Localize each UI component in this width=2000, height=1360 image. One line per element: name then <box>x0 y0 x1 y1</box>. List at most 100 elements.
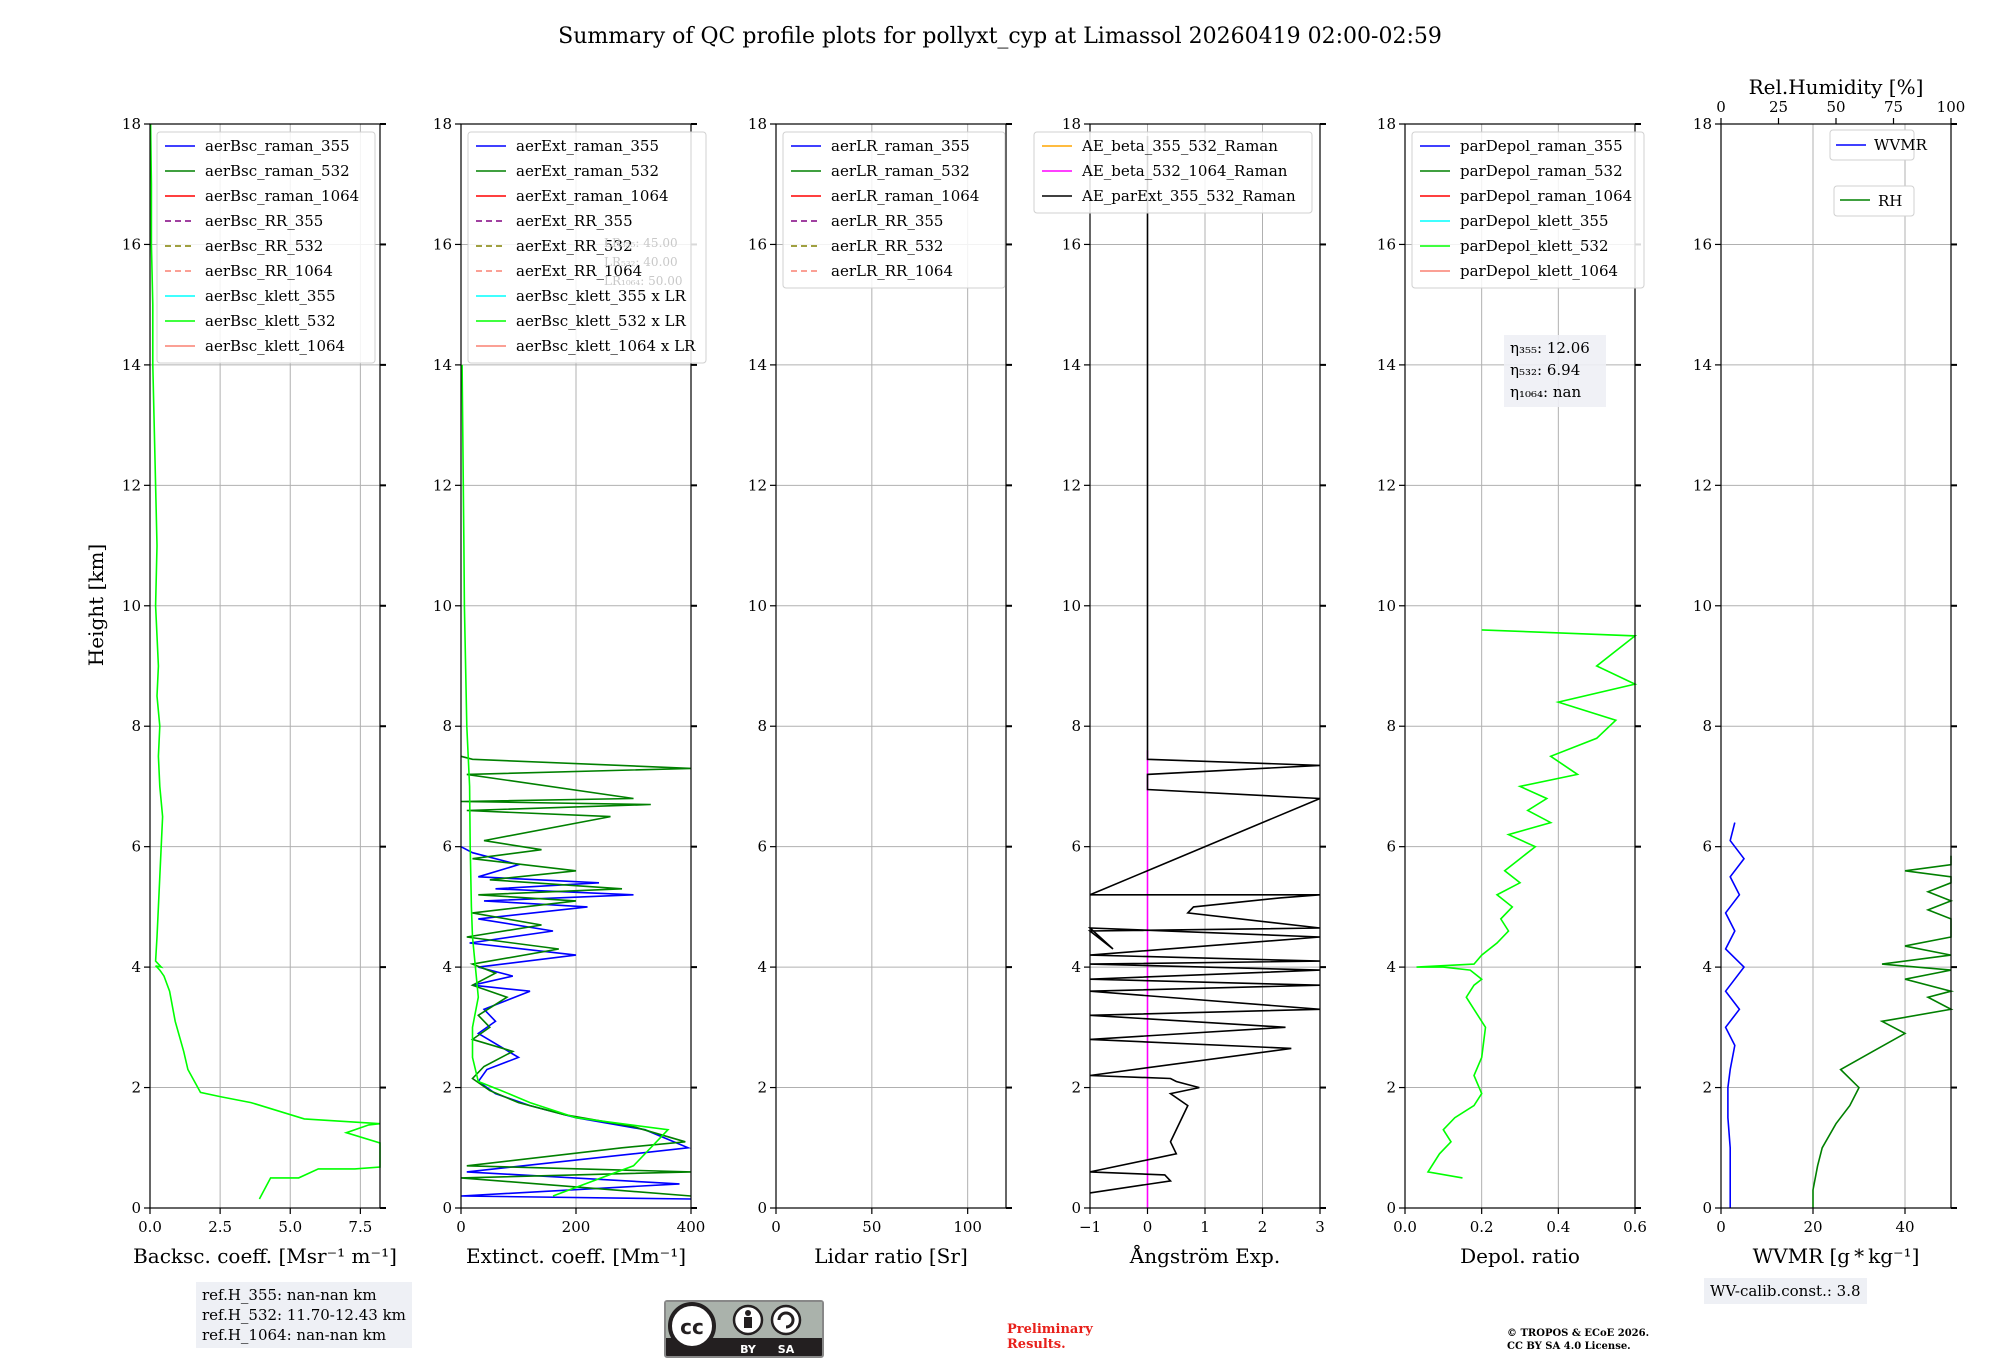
legend-label-aerExt_RR_355: aerExt_RR_355 <box>516 212 633 230</box>
ytick-label-4: 8 <box>1702 717 1712 735</box>
ytick-label-5: 10 <box>1693 597 1712 615</box>
ytick-label-7: 14 <box>1377 356 1396 374</box>
xtick-label-2: 0.4 <box>1546 1218 1570 1236</box>
legend-label-aerBsc_raman_355: aerBsc_raman_355 <box>205 137 350 155</box>
lr-annotation-0: LR₃₅₅: 45.00 <box>604 236 678 250</box>
ytick-label-2: 4 <box>757 958 767 976</box>
legend-label-aerBsc_klett_1064: aerBsc_klett_1064 <box>205 337 345 355</box>
ytick-label-3: 6 <box>442 838 452 856</box>
xtick-label-1: 20 <box>1803 1218 1822 1236</box>
copyright-line-1: © TROPOS & ECoE 2026. <box>1507 1328 1650 1339</box>
ytick-label-2: 4 <box>131 958 141 976</box>
series-RH <box>1812 855 1955 1208</box>
eta-annotation: η₃₅₅: 12.06 η₅₃₂: 6.94 η₁₀₆₄: nan <box>1504 335 1606 407</box>
axes-frame <box>1720 123 1952 1209</box>
ytick-label-5: 10 <box>748 597 767 615</box>
ytick-label-1: 2 <box>1386 1079 1396 1097</box>
xtick-label-0: 0.0 <box>1393 1218 1417 1236</box>
legend-label-parDepol_raman_355: parDepol_raman_355 <box>1460 137 1623 155</box>
xtick-label-3: 0.6 <box>1623 1218 1647 1236</box>
ytick-label-0: 0 <box>757 1199 767 1217</box>
legend-label-aerBsc_RR_355: aerBsc_RR_355 <box>205 212 323 230</box>
xtick-label-1: 200 <box>562 1218 591 1236</box>
ytick-label-4: 8 <box>131 717 141 735</box>
xtick-label-1: 0.2 <box>1470 1218 1494 1236</box>
legend-label-aerExt_raman_532: aerExt_raman_532 <box>516 162 659 180</box>
legend-WVMR: WVMR <box>1829 129 1928 161</box>
x-axis-label: Extinct. coeff. [Mm⁻¹] <box>466 1244 686 1268</box>
top-xtick-label-2: 50 <box>1826 98 1845 116</box>
ytick-label-1: 2 <box>1071 1079 1081 1097</box>
xtick-label-2: 100 <box>953 1218 982 1236</box>
legend-label-aerBsc_raman_1064: aerBsc_raman_1064 <box>205 187 359 205</box>
legend-frame <box>782 131 1006 289</box>
ytick-label-7: 14 <box>433 356 452 374</box>
ytick-label-3: 6 <box>1386 838 1396 856</box>
legend-label-aerExt_raman_1064: aerExt_raman_1064 <box>516 187 669 205</box>
ytick-label-3: 6 <box>1702 838 1712 856</box>
ytick-label-2: 4 <box>442 958 452 976</box>
ytick-label-7: 14 <box>1062 356 1081 374</box>
axes-frame <box>149 123 381 1209</box>
ytick-label-5: 10 <box>1377 597 1396 615</box>
prelim-line-1: Preliminary <box>1007 1322 1093 1337</box>
ytick-label-9: 18 <box>1062 115 1081 133</box>
x-axis-label: Backsc. coeff. [Msr⁻¹ m⁻¹] <box>133 1244 397 1268</box>
ytick-label-9: 18 <box>1693 115 1712 133</box>
eta-label-2: η₁₀₆₄: nan <box>1510 383 1581 401</box>
xtick-label-2: 1 <box>1200 1218 1210 1236</box>
ytick-label-8: 16 <box>122 235 141 253</box>
legend: aerExt_raman_355 aerExt_raman_532 aerExt_r… <box>467 131 707 364</box>
legend-label-AE_parExt_355_532_Raman: AE_parExt_355_532_Raman <box>1081 187 1296 205</box>
lr-annotation-1: LR₅₃₂: 40.00 <box>604 255 678 269</box>
xtick-label-2: 5.0 <box>278 1218 302 1236</box>
eta-label-0: η₃₅₅: 12.06 <box>1510 339 1590 357</box>
ytick-label-3: 6 <box>1071 838 1081 856</box>
legend-frame <box>1829 129 1915 161</box>
legend-label-parDepol_klett_1064: parDepol_klett_1064 <box>1460 262 1618 280</box>
ref-height-532: ref.H_532: 11.70-12.43 km <box>202 1306 406 1324</box>
ytick-label-0: 0 <box>131 1199 141 1217</box>
ytick-label-6: 12 <box>122 476 141 494</box>
ytick-label-1: 2 <box>1702 1079 1712 1097</box>
ytick-label-0: 0 <box>1702 1199 1712 1217</box>
legend-label-aerBsc_klett_532: aerBsc_klett_532 <box>205 312 336 330</box>
top-x-axis-label: Rel.Humidity [%] <box>1749 75 1924 99</box>
ref-height-355: ref.H_355: nan-nan km <box>202 1286 377 1304</box>
cc-by-label: BY <box>740 1343 757 1356</box>
ytick-label-8: 16 <box>748 235 767 253</box>
panel-1: 0 2 4 6 8 10 12 14 16 18 0.0 2.5 5.0 7.5 Backsc. coeff… <box>122 115 397 1268</box>
legend-label-parDepol_klett_532: parDepol_klett_532 <box>1460 237 1609 255</box>
legend: parDepol_raman_355 parDepol_raman_532 parD… <box>1411 131 1645 289</box>
ytick-label-0: 0 <box>1071 1199 1081 1217</box>
legend: aerBsc_raman_355 aerBsc_raman_532 aerBsc_r… <box>156 131 376 364</box>
xtick-label-2: 400 <box>677 1218 706 1236</box>
prelim-line-2: Results. <box>1007 1337 1066 1352</box>
legend-label-aerLR_RR_1064: aerLR_RR_1064 <box>831 262 953 280</box>
ytick-label-8: 16 <box>1062 235 1081 253</box>
legend-label-aerLR_raman_355: aerLR_raman_355 <box>831 137 970 155</box>
ytick-label-8: 16 <box>433 235 452 253</box>
ytick-label-3: 6 <box>131 838 141 856</box>
top-xtick-label-4: 100 <box>1937 98 1966 116</box>
ytick-label-1: 2 <box>757 1079 767 1097</box>
legend-label-aerBsc_klett_355: aerBsc_klett_355 <box>205 287 336 305</box>
legend-label-aerLR_raman_532: aerLR_raman_532 <box>831 162 970 180</box>
copyright-note: © TROPOS & ECoE 2026. CC BY SA 4.0 Licen… <box>1507 1327 1649 1353</box>
xtick-label-0: 0 <box>456 1218 466 1236</box>
y-axis-label: Height [km] <box>84 544 108 666</box>
legend-label-aerExt_RR_1064: aerExt_RR_1064 <box>516 262 642 280</box>
panel-3: 0 2 4 6 8 10 12 14 16 18 0 50 100 Lidar ratio [Sr] aer… <box>748 115 1012 1268</box>
copyright-line-2: CC BY SA 4.0 License. <box>1507 1341 1631 1352</box>
legend-label-AE_beta_355_532_Raman: AE_beta_355_532_Raman <box>1081 137 1278 155</box>
ytick-label-4: 8 <box>1386 717 1396 735</box>
legend-label-aerExt_raman_355: aerExt_raman_355 <box>516 137 659 155</box>
ref-height-1064: ref.H_1064: nan-nan km <box>202 1326 387 1344</box>
ytick-label-9: 18 <box>748 115 767 133</box>
panel-5: 0 2 4 6 8 10 12 14 16 18 0.0 0.2 0.4 0.6 Depol. ratio p… <box>1377 115 1647 1268</box>
axes-frame <box>775 123 1007 1209</box>
